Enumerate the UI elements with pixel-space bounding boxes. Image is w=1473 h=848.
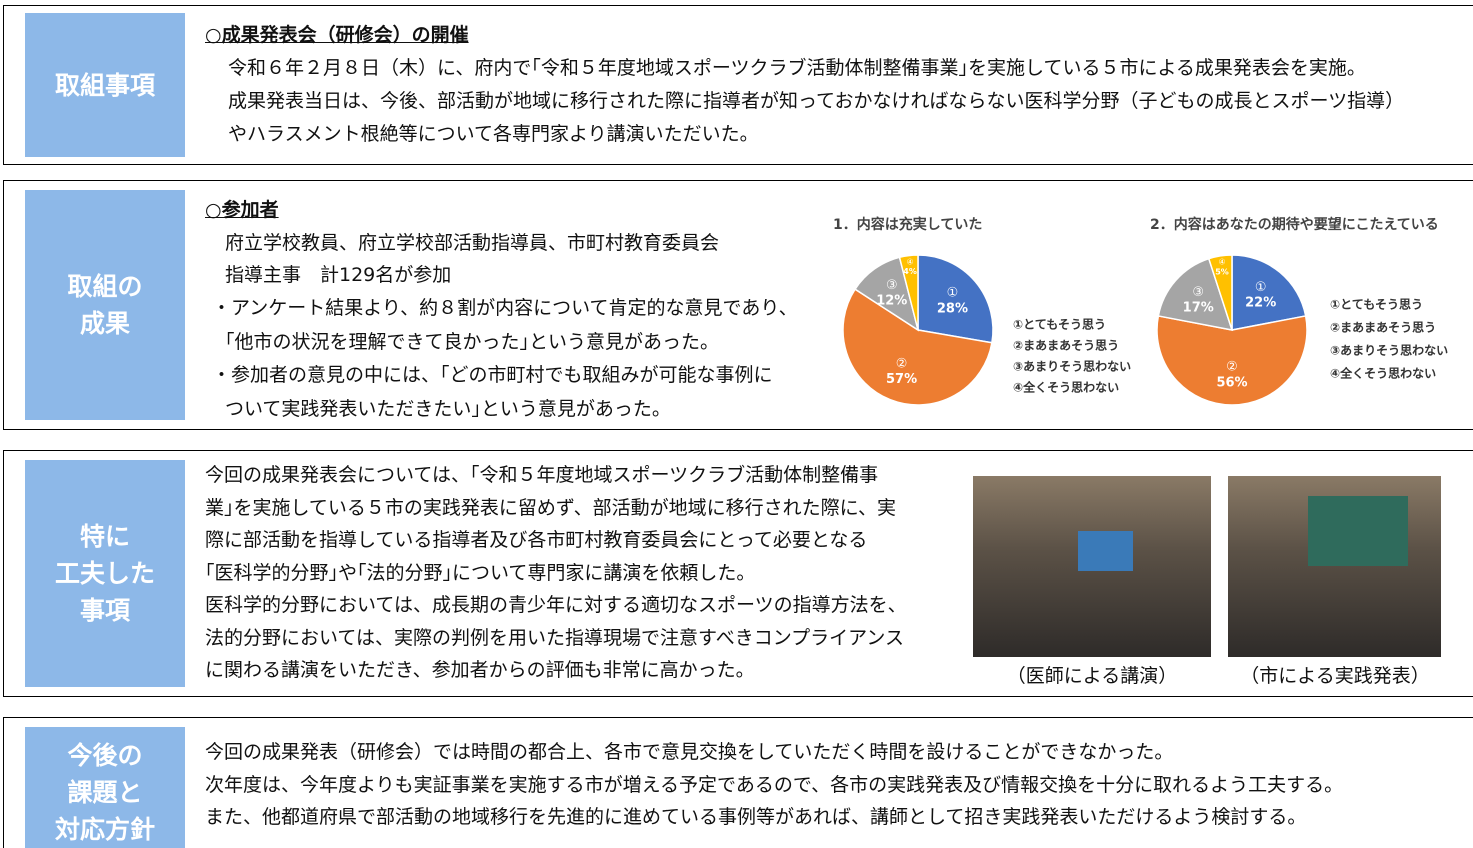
section-label-line: 工夫した: [55, 555, 155, 592]
section-label: 特に工夫した事項: [25, 460, 185, 687]
section-label-line: 事項: [80, 592, 130, 629]
page: 1．内容は充実していた①28%②57%③12%④4%①とてもそう思う②まあまあそ…: [0, 0, 1473, 848]
body-line: 今回の成果発表（研修会）では時間の都合上、各市で意見交換をしていただく時間を設け…: [205, 740, 1173, 764]
body-line: に関わる講演をいただき、参加者からの評価も非常に高かった。: [205, 658, 755, 682]
section-label-line: 課題と: [67, 774, 142, 811]
body-line: 今回の成果発表会については、「令和５年度地域スポーツクラブ活動体制整備事: [205, 463, 878, 487]
section-label: 取組事項: [25, 13, 185, 157]
section-heading: ○成果発表会（研修会）の開催: [205, 23, 469, 47]
body-line: 指導主事 計129名が参加: [225, 263, 451, 287]
body-line: やハラスメント根絶等について各専門家より講演いただいた。: [228, 122, 759, 146]
section-label-line: 取組の: [67, 268, 142, 305]
body-line: 次年度は、今年度よりも実証事業を実施する市が増える予定であるので、各市の実践発表…: [205, 773, 1343, 797]
section-label-line: 特に: [80, 518, 130, 555]
body-line: ・アンケート結果より、約８割が内容について肯定的な意見であり、: [212, 296, 798, 320]
section-label-line: 対応方針: [55, 811, 155, 848]
body-line: ・参加者の意見の中には、｢どの市町村でも取組みが可能な事例に: [212, 363, 773, 387]
body-line: 成果発表当日は、今後、部活動が地域に移行された際に指導者が知っておかなければなら…: [228, 89, 1404, 113]
section-label: 今後の課題と対応方針: [25, 727, 185, 848]
section-label-line: 取組事項: [55, 67, 155, 104]
photo-caption: （市による実践発表）: [1240, 664, 1429, 688]
section-label-line: 今後の: [67, 737, 142, 774]
body-line: ｢他市の状況を理解できて良かった｣という意見があった。: [225, 330, 719, 354]
body-line: ついて実践発表いただきたい｣という意見があった。: [225, 397, 671, 421]
body-line: 法的分野においては、実際の判例を用いた指導現場で注意すべきコンプライアンス: [205, 626, 904, 650]
photo-caption: （医師による講演）: [1007, 664, 1177, 688]
section-label-line: 成果: [80, 305, 130, 342]
body-line: また、他都道府県で部活動の地域移行を先進的に進めている事例等があれば、講師として…: [205, 805, 1306, 829]
section-label: 取組の成果: [25, 190, 185, 420]
body-line: 府立学校教員、府立学校部活動指導員、市町村教育委員会: [225, 231, 719, 255]
body-line: 業｣を実施している５市の実践発表に留めず、部活動が地域に移行された際に、実: [205, 496, 896, 520]
body-line: 令和６年２月８日（木）に、府内で｢令和５年度地域スポーツクラブ活動体制整備事業｣…: [228, 56, 1366, 80]
section-heading: ○参加者: [205, 198, 279, 222]
body-line: ｢医科学的分野｣や｢法的分野｣について専門家に講演を依頼した。: [205, 561, 755, 585]
body-line: 医科学的分野においては、成長期の青少年に対する適切なスポーツの指導方法を、: [205, 593, 907, 617]
body-line: 際に部活動を指導している指導者及び各市町村教育委員会にとって必要となる: [205, 528, 867, 552]
